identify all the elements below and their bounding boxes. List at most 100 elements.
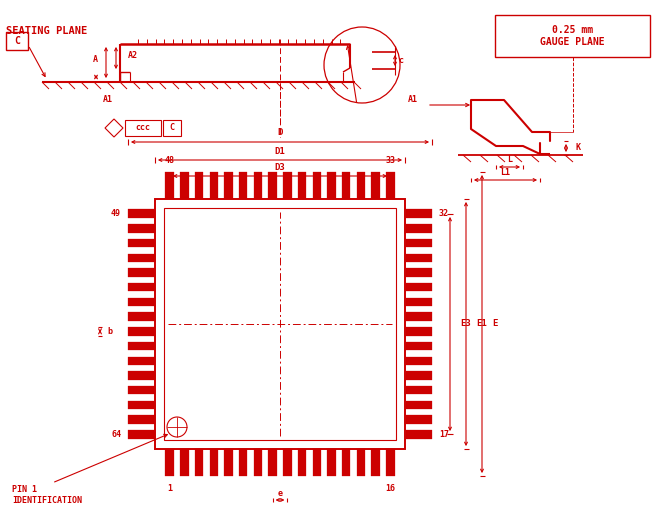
Text: A1: A1: [408, 96, 418, 104]
Bar: [128, 209, 154, 218]
Text: K: K: [576, 144, 581, 153]
Text: 33: 33: [385, 156, 395, 165]
Bar: [406, 268, 432, 277]
Bar: [298, 449, 307, 476]
Bar: [128, 224, 154, 233]
Text: c: c: [398, 56, 404, 65]
Bar: [406, 371, 432, 379]
Bar: [209, 449, 218, 476]
Bar: [386, 173, 394, 199]
Bar: [313, 449, 321, 476]
Bar: [406, 283, 432, 292]
Text: PIN 1
IDENTIFICATION: PIN 1 IDENTIFICATION: [12, 485, 82, 505]
Bar: [195, 449, 203, 476]
Bar: [298, 173, 307, 199]
Text: E1: E1: [476, 320, 487, 328]
Bar: [386, 449, 394, 476]
Bar: [406, 209, 432, 218]
Bar: [128, 371, 154, 379]
Text: 17: 17: [439, 430, 449, 439]
Bar: [209, 173, 218, 199]
Bar: [128, 357, 154, 365]
Bar: [313, 173, 321, 199]
Bar: [239, 173, 247, 199]
Bar: [180, 449, 189, 476]
Bar: [406, 401, 432, 409]
Bar: [163, 120, 181, 136]
Bar: [128, 283, 154, 292]
Text: 0.25 mm
GAUGE PLANE: 0.25 mm GAUGE PLANE: [540, 25, 604, 47]
Bar: [128, 298, 154, 306]
Bar: [224, 449, 233, 476]
Text: E: E: [492, 320, 497, 328]
Bar: [224, 173, 233, 199]
Bar: [327, 449, 336, 476]
Bar: [269, 173, 277, 199]
Text: 49: 49: [111, 209, 121, 218]
Bar: [406, 312, 432, 321]
Bar: [253, 449, 262, 476]
Text: L1: L1: [501, 169, 511, 177]
Bar: [406, 253, 432, 262]
Bar: [342, 173, 350, 199]
Bar: [128, 327, 154, 336]
Bar: [283, 173, 292, 199]
Bar: [406, 342, 432, 351]
Bar: [125, 120, 161, 136]
Bar: [128, 430, 154, 438]
Bar: [128, 239, 154, 247]
Text: 64: 64: [111, 430, 121, 439]
Bar: [406, 239, 432, 247]
Bar: [164, 208, 396, 440]
Text: L: L: [507, 156, 512, 164]
Bar: [239, 449, 247, 476]
Bar: [128, 312, 154, 321]
Text: C: C: [14, 36, 20, 46]
Bar: [253, 173, 262, 199]
Text: D: D: [277, 129, 283, 138]
Text: D3: D3: [275, 163, 285, 173]
Text: C: C: [170, 124, 174, 132]
Bar: [128, 386, 154, 394]
Text: E3: E3: [460, 320, 471, 328]
Bar: [269, 449, 277, 476]
Bar: [283, 449, 292, 476]
Bar: [327, 173, 336, 199]
Bar: [406, 357, 432, 365]
Text: 32: 32: [439, 209, 449, 218]
Bar: [495, 15, 650, 57]
Text: A1: A1: [103, 95, 113, 104]
Bar: [180, 173, 189, 199]
Bar: [406, 430, 432, 438]
Bar: [342, 449, 350, 476]
Bar: [128, 268, 154, 277]
Bar: [6, 32, 28, 50]
Text: 16: 16: [385, 484, 395, 493]
Bar: [195, 173, 203, 199]
Text: ccc: ccc: [136, 124, 150, 132]
Text: b: b: [107, 327, 112, 336]
Bar: [166, 173, 174, 199]
Bar: [406, 327, 432, 336]
Text: e: e: [277, 489, 283, 497]
Bar: [406, 298, 432, 306]
Bar: [155, 199, 405, 449]
Bar: [406, 386, 432, 394]
Text: 1: 1: [167, 484, 172, 493]
Bar: [371, 173, 380, 199]
Bar: [166, 449, 174, 476]
Bar: [356, 173, 365, 199]
Text: A: A: [93, 54, 98, 64]
Bar: [406, 224, 432, 233]
Text: D1: D1: [275, 146, 285, 156]
Bar: [128, 415, 154, 424]
Text: SEATING PLANE: SEATING PLANE: [6, 26, 87, 36]
Bar: [356, 449, 365, 476]
Bar: [371, 449, 380, 476]
Text: 48: 48: [165, 156, 175, 165]
Bar: [128, 401, 154, 409]
Bar: [128, 342, 154, 351]
Bar: [406, 415, 432, 424]
Bar: [128, 253, 154, 262]
Text: A2: A2: [128, 52, 138, 60]
